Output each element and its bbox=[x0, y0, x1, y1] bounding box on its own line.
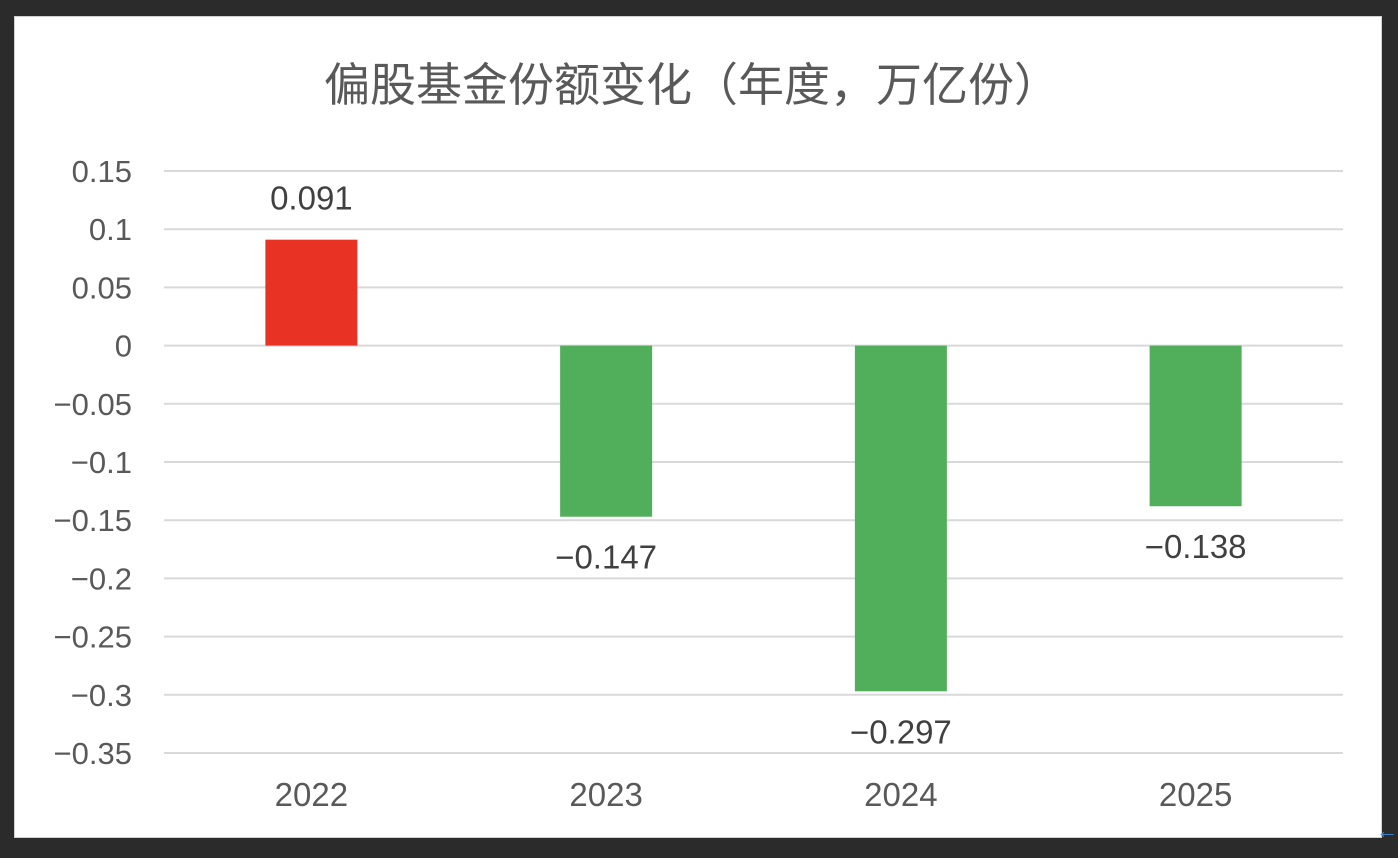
x-axis-ticks: 2022 2023 2024 2025 bbox=[275, 776, 1233, 813]
bars bbox=[265, 239, 1242, 692]
data-label: −0.297 bbox=[850, 713, 952, 750]
y-tick-label: −0.1 bbox=[71, 445, 132, 480]
y-tick-label: 0.1 bbox=[89, 212, 132, 247]
data-label: 0.091 bbox=[270, 180, 353, 217]
data-label: −0.138 bbox=[1145, 528, 1247, 565]
y-tick-label: −0.05 bbox=[54, 387, 132, 422]
y-tick-label: 0.15 bbox=[72, 154, 132, 189]
bar-2024 bbox=[854, 345, 947, 692]
y-tick-label: −0.2 bbox=[71, 561, 132, 596]
y-tick-label: 0 bbox=[115, 329, 132, 364]
y-tick-label: −0.35 bbox=[54, 736, 132, 771]
bar-2023 bbox=[560, 345, 653, 517]
y-tick-label: −0.3 bbox=[71, 678, 132, 713]
y-axis-ticks: 0.15 0.1 0.05 0 −0.05 −0.1 −0.15 −0.2 −0.25 −0.3 −… bbox=[54, 154, 132, 771]
y-tick-label: −0.15 bbox=[54, 503, 132, 538]
chart-title: 偏股基金份额变化（年度，万亿份） bbox=[324, 59, 1060, 111]
x-tick-label: 2025 bbox=[1159, 776, 1232, 813]
bar-2025 bbox=[1149, 345, 1242, 507]
corner-arrow-icon: ← bbox=[1376, 818, 1398, 843]
bar-2022 bbox=[265, 239, 358, 346]
gridlines bbox=[164, 170, 1343, 754]
data-label: −0.147 bbox=[555, 539, 657, 576]
data-labels: 0.091 −0.147 −0.297 −0.138 bbox=[270, 180, 1246, 751]
x-tick-label: 2023 bbox=[569, 776, 642, 813]
x-tick-label: 2024 bbox=[864, 776, 937, 813]
x-tick-label: 2022 bbox=[275, 776, 348, 813]
y-tick-label: −0.25 bbox=[54, 620, 132, 655]
y-tick-label: 0.05 bbox=[72, 270, 132, 305]
